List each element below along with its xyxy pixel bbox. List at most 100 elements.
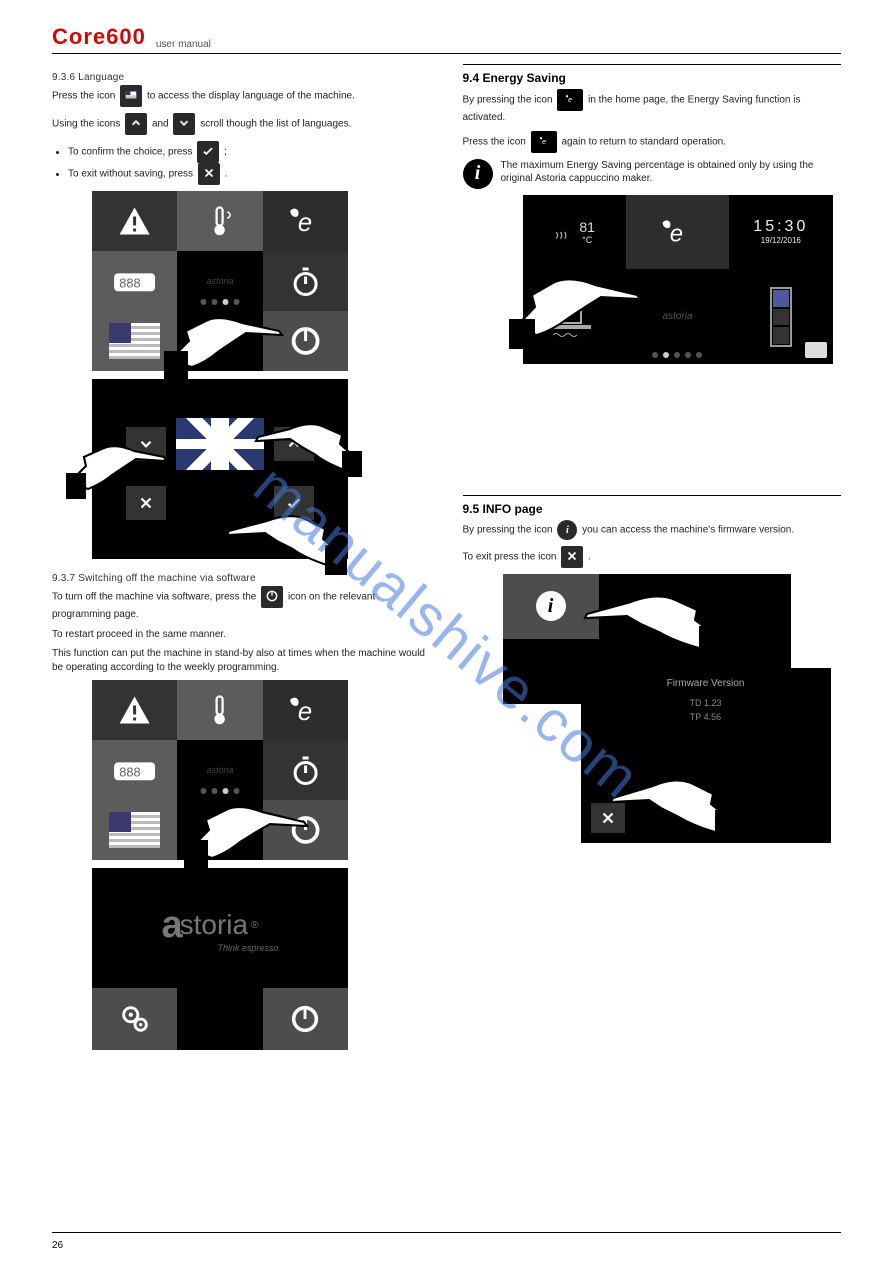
svg-text:e: e [670,220,683,247]
lang-list: To confirm the choice, press ; To exit w… [52,141,431,185]
poweroff-para3: This function can put the machine in sta… [52,647,431,674]
text: To exit without saving, press [68,169,196,180]
language-tile[interactable] [92,800,177,860]
text: By pressing the icon [463,95,556,106]
blank-tile [695,574,791,639]
alert-tile[interactable] [92,191,177,251]
text: To exit press the icon [463,551,560,562]
section-info-title: 9.5 INFO page [463,502,842,516]
info-tile[interactable]: i [503,574,599,639]
blank-tile [177,800,262,860]
eco-icon: e [531,131,557,153]
counter-tile[interactable]: 888 [92,251,177,311]
chevron-up-icon [125,113,147,135]
level-indicator-icon [770,287,792,347]
text: To confirm the choice, press [68,147,195,158]
text: To turn off the machine via software, pr… [52,592,259,603]
info-close-button[interactable] [591,803,625,833]
menu-grid: e 888 astoria [92,191,348,371]
text: to access the display language of the ma… [147,91,355,102]
timer-tile[interactable] [263,251,348,311]
menu-grid-figure-2: e 888 astoria [92,680,431,860]
counter-tile[interactable]: 888 [92,740,177,800]
info-figure: i Firmware Version TD 1.23 TP 4.56 [503,574,842,843]
power-on-button[interactable] [263,988,348,1050]
power-tile[interactable] [263,311,348,371]
check-icon [197,141,219,163]
chevron-down-icon [173,113,195,135]
text: Press the icon [52,91,118,102]
info-icon: i [463,159,493,189]
text: again to return to standard operation. [561,136,726,147]
energy-para2: Press the icon e again to return to stan… [463,131,842,153]
logo-tile: astoria [177,251,262,311]
level-tile[interactable] [729,269,832,364]
time-value: 15:30 [753,218,808,236]
confirm-row [126,486,314,520]
clock-tile[interactable]: 15:30 19/12/2016 [729,195,832,270]
firmware-title: Firmware Version [581,678,831,689]
footer-rule [52,1232,841,1233]
text: By pressing the icon [463,524,556,535]
eco-tile[interactable]: e [263,680,348,740]
flag-icon [120,85,142,107]
text: Using the icons [52,119,123,130]
text: scroll though the list of languages. [200,119,351,130]
firmware-line1: TD 1.23 [581,698,831,708]
home-eco-tile[interactable]: e [626,195,729,270]
section-energy-title: 9.4 Energy Saving [463,71,842,85]
language-panel [92,379,348,559]
page-number: 26 [52,1240,63,1251]
confirm-li: To confirm the choice, press ; [68,141,431,163]
cancel-lang-button[interactable] [126,486,166,520]
poweroff-para1: To turn off the machine via software, pr… [52,586,431,622]
confirm-lang-button[interactable] [274,486,314,520]
menu-grid: e 888 astoria [92,680,348,860]
alert-tile[interactable] [92,680,177,740]
standby-panel: astoria® Think espresso [92,868,348,1050]
text: Press the icon [463,136,529,147]
language-tile[interactable] [92,311,177,371]
temp-unit: °C [579,235,595,245]
power-tile[interactable] [263,800,348,860]
close-icon [561,546,583,568]
temp-tile[interactable]: 81 °C [523,195,626,270]
brand-logo: Core600 [52,24,146,50]
right-column: 9.4 Energy Saving By pressing the icon e… [463,64,842,1058]
poweroff-para2: To restart proceed in the same manner. [52,628,431,642]
temperature-tile[interactable] [177,680,262,740]
svg-text:e: e [298,698,312,726]
energy-note: i The maximum Energy Saving percentage i… [463,159,842,189]
eco-icon: e [557,89,583,111]
uk-flag-icon [176,418,264,470]
menu-grid-figure: e 888 astoria [92,191,431,371]
home-logo-tile: astoria [626,269,729,364]
machine-tile[interactable] [523,269,626,364]
timer-tile[interactable] [263,740,348,800]
date-value: 19/12/2016 [761,236,801,245]
blank [177,988,262,1050]
lang-para1: Press the icon to access the display lan… [52,85,431,107]
prev-lang-button[interactable] [126,427,166,461]
svg-text:888: 888 [119,275,140,290]
logo-tile: astoria [177,740,262,800]
language-select-figure [92,379,431,559]
settings-button[interactable] [92,988,177,1050]
text: ; [224,147,227,158]
eco-tile[interactable]: e [263,191,348,251]
header-subtitle: user manual [156,39,841,50]
svg-text:e: e [298,209,312,237]
next-lang-button[interactable] [274,427,314,461]
text: . [588,551,591,562]
standby-logo: astoria® Think espresso [92,868,348,988]
astoria-logo-icon: astoria® [161,904,278,947]
text: The maximum Energy Saving percentage is … [501,159,842,186]
firmware-line2: TP 4.56 [581,712,831,722]
info-para1: By pressing the icon i you can access th… [463,520,842,540]
info-para2: To exit press the icon . [463,546,842,568]
temperature-tile[interactable] [177,191,262,251]
info-icon: i [557,520,577,540]
close-icon [198,163,220,185]
hand-pointer-icon [575,754,735,847]
pager-dots [200,299,239,305]
